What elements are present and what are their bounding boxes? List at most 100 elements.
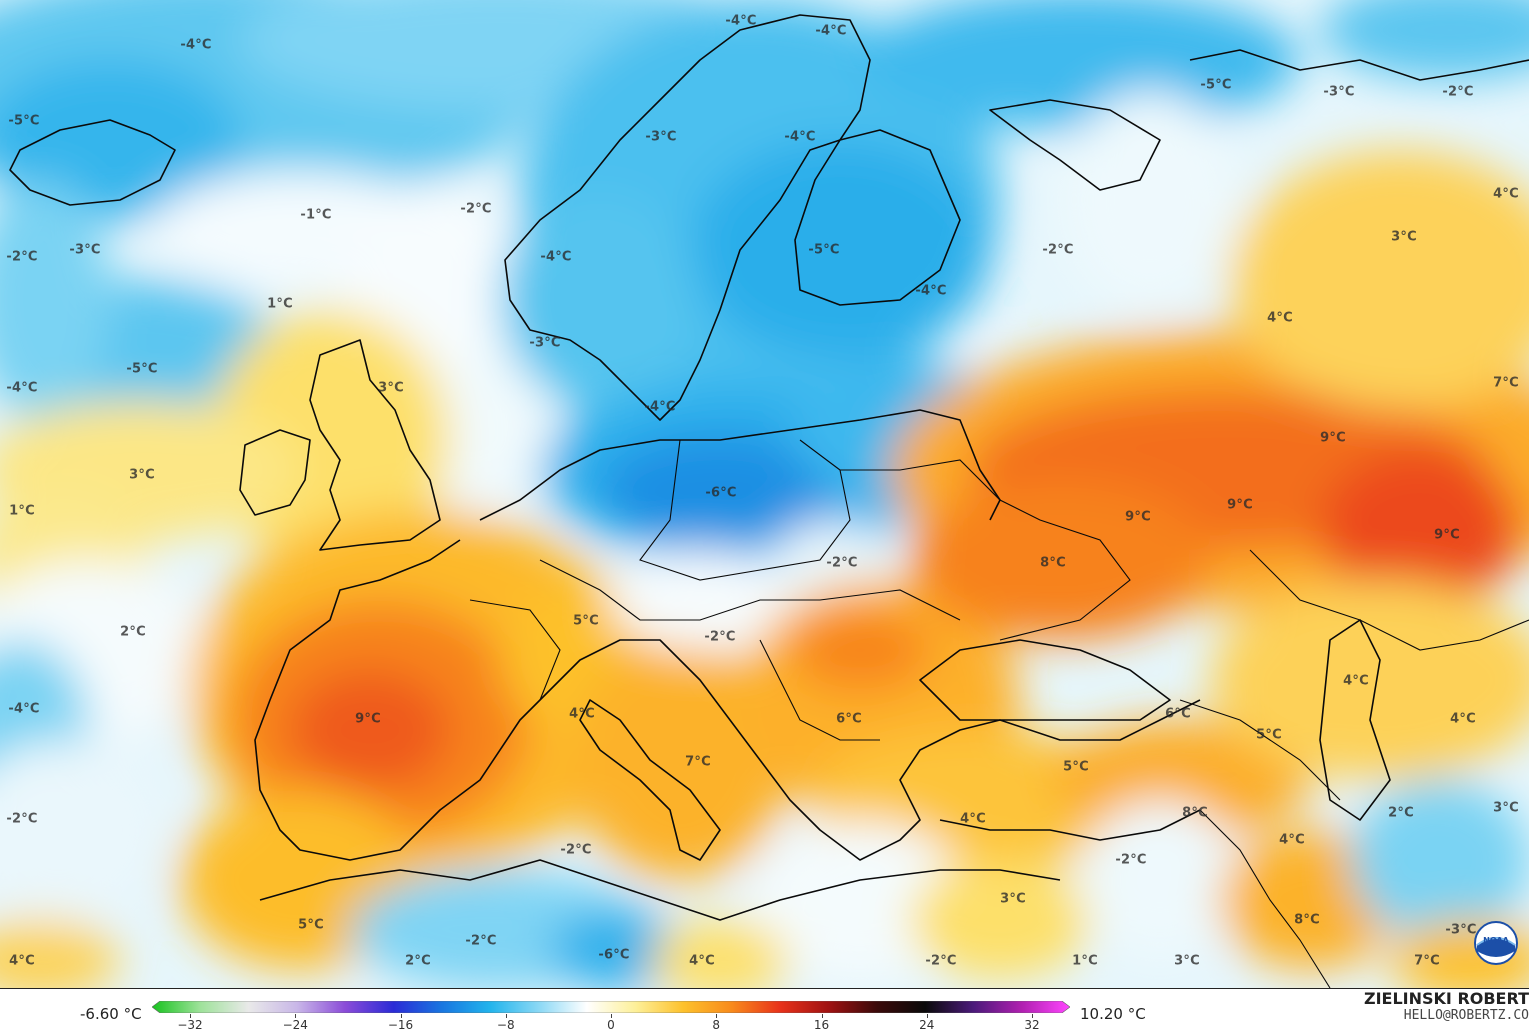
temperature-label: -5°C — [8, 113, 40, 129]
temperature-label: 4°C — [9, 953, 35, 969]
temperature-label: -4°C — [784, 129, 816, 145]
temperature-label: 5°C — [1256, 727, 1282, 743]
temperature-label: 2°C — [405, 953, 431, 969]
temperature-label: 1°C — [1072, 953, 1098, 969]
colorbar-tick-label: 24 — [919, 1018, 935, 1032]
colorbar-tickmark — [400, 1014, 402, 1018]
temperature-label: -5°C — [1200, 77, 1232, 93]
colorbar-tick-label: 32 — [1024, 1018, 1040, 1032]
temperature-label: -1°C — [300, 207, 332, 223]
colorbar-tick-label: −16 — [387, 1018, 414, 1032]
temperature-label: 4°C — [1279, 832, 1305, 848]
temperature-label: 4°C — [689, 953, 715, 969]
temperature-label: -2°C — [704, 629, 736, 645]
colorbar-tick-label: 0 — [607, 1018, 615, 1032]
temperature-label: 4°C — [1267, 310, 1293, 326]
temperature-label: -6°C — [598, 947, 630, 963]
temperature-label: 3°C — [1391, 229, 1417, 245]
temperature-label: -5°C — [126, 361, 158, 377]
temperature-label: 6°C — [1165, 706, 1191, 722]
colorbar-tickmark — [716, 1014, 718, 1018]
temperature-label: 7°C — [685, 754, 711, 770]
temperature-label: -5°C — [808, 242, 840, 258]
legend-footer: -6.60 °C −32 −24 −16 −8 0 8 16 24 32 10.20 °C ZI… — [0, 989, 1529, 1035]
temperature-label: -4°C — [815, 23, 847, 39]
temperature-label: -2°C — [1115, 852, 1147, 868]
temperature-label: -4°C — [180, 37, 212, 53]
temperature-label: -3°C — [69, 242, 101, 258]
map-canvas — [0, 0, 1529, 988]
temperature-label: 8°C — [1294, 912, 1320, 928]
temperature-label: 9°C — [1434, 527, 1460, 543]
temperature-label: 9°C — [1125, 509, 1151, 525]
noaa-logo-text: NOAA — [1483, 936, 1509, 945]
colorbar-tick-label: −8 — [496, 1018, 515, 1032]
temperature-label: 2°C — [120, 624, 146, 640]
temperature-anomaly-map: -4°C -4°C -4°C -5°C -3°C -2°C -5°C -3°C -4°C 4°C -… — [0, 0, 1529, 989]
colorbar-tick-label: 8 — [712, 1018, 721, 1032]
temperature-label: -3°C — [645, 129, 677, 145]
temperature-label: 4°C — [569, 706, 595, 722]
temperature-label: -2°C — [1042, 242, 1074, 258]
temperature-label: 5°C — [573, 613, 599, 629]
temperature-label: -2°C — [1442, 84, 1474, 100]
colorbar-tickmark — [190, 1014, 191, 1018]
temperature-label: 9°C — [1227, 497, 1253, 513]
temperature-label: 5°C — [298, 917, 324, 933]
temperature-label: 3°C — [129, 467, 155, 483]
temperature-label: 7°C — [1414, 953, 1440, 969]
temperature-label: 9°C — [1320, 430, 1346, 446]
temperature-label: 3°C — [1000, 891, 1026, 907]
temperature-label: -2°C — [6, 811, 38, 827]
temperature-label: 9°C — [355, 711, 381, 727]
temperature-label: -4°C — [725, 13, 757, 29]
colorbar-tickmark — [821, 1014, 823, 1018]
author-email: HELLO@ROBERTZ.CO — [1403, 1008, 1529, 1023]
temperature-label: 7°C — [1493, 375, 1519, 391]
temperature-label: -2°C — [465, 933, 497, 949]
colorbar-max-value: 10.20 °C — [1080, 1005, 1146, 1023]
temperature-label: 3°C — [1174, 953, 1200, 969]
temperature-label: 2°C — [1388, 805, 1414, 821]
temperature-label: -3°C — [529, 335, 561, 351]
colorbar-tickmark — [505, 1014, 507, 1018]
temperature-label: 5°C — [1063, 759, 1089, 775]
temperature-label: 4°C — [1493, 186, 1519, 202]
colorbar-tick-label: 16 — [813, 1018, 830, 1032]
temperature-label: 4°C — [1450, 711, 1476, 727]
coastlines — [9, 14, 1529, 921]
temperature-label: 8°C — [1040, 555, 1066, 571]
colorbar-tickmark — [1032, 1014, 1033, 1018]
temperature-label: -4°C — [644, 399, 676, 415]
temperature-label: 1°C — [9, 503, 35, 519]
temperature-label: 4°C — [1343, 673, 1369, 689]
noaa-logo-icon: NOAA — [1474, 921, 1518, 965]
temperature-label: 8°C — [1182, 805, 1208, 821]
temperature-label: -4°C — [915, 283, 947, 299]
anomaly-field — [0, 0, 1529, 988]
colorbar-tick-label: −24 — [282, 1018, 308, 1032]
colorbar-tick-label: −32 — [177, 1018, 203, 1032]
colorbar — [152, 1001, 1070, 1013]
temperature-label: 6°C — [836, 711, 862, 727]
temperature-label: 3°C — [378, 380, 404, 396]
colorbar-tickmark — [611, 1014, 612, 1018]
temperature-label: -3°C — [1323, 84, 1355, 100]
temperature-label: -2°C — [560, 842, 592, 858]
temperature-label: -2°C — [826, 555, 858, 571]
temperature-label: -4°C — [540, 249, 572, 265]
temperature-label: 3°C — [1493, 800, 1519, 816]
temperature-label: -2°C — [460, 201, 492, 217]
author-credit: ZIELINSKI ROBERT — [1363, 989, 1529, 1008]
colorbar-tickmark — [295, 1014, 297, 1018]
temperature-label: -4°C — [8, 701, 40, 717]
colorbar-min-value: -6.60 °C — [80, 1005, 142, 1023]
temperature-label: -2°C — [6, 249, 38, 265]
temperature-label: 4°C — [960, 811, 986, 827]
temperature-label: -4°C — [6, 380, 38, 396]
country-borders — [469, 439, 1529, 988]
temperature-label: -3°C — [1445, 922, 1477, 938]
colorbar-tickmark — [926, 1014, 928, 1018]
temperature-label: 1°C — [267, 296, 293, 312]
temperature-label: -6°C — [705, 485, 737, 501]
